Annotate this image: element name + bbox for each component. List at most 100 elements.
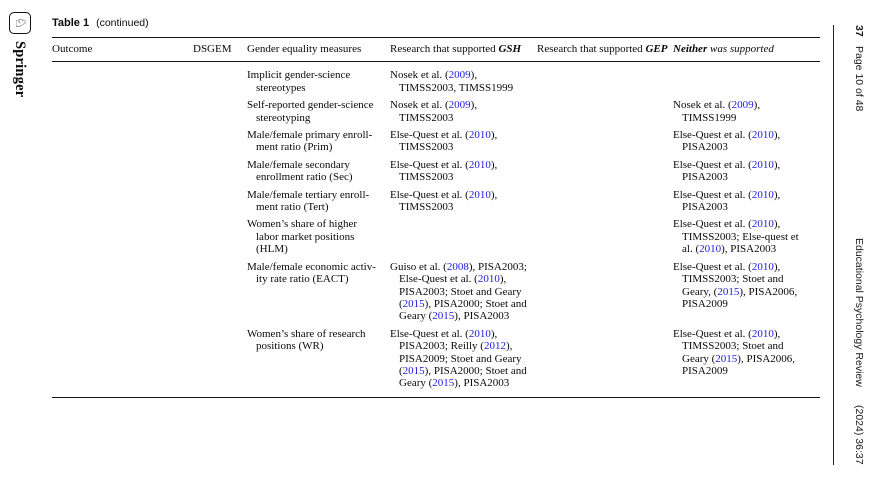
citation-year-link[interactable]: 2010 [468,327,491,340]
column-header-label: DSGEM [193,43,232,55]
citation-year-link[interactable]: 2009 [448,69,471,82]
citation-year-link[interactable]: 2015 [715,352,738,365]
cell-gep [537,62,673,99]
springer-knight-icon: ♘ [9,12,31,34]
cell-gep [537,328,673,398]
cell-gep [537,159,673,189]
citation-year-link[interactable]: 2012 [483,340,506,353]
citation-year-link[interactable]: 2010 [751,158,774,171]
cell-measure: Male/female tertiary enroll­ment ratio (… [247,188,370,214]
cell-neither: Else-Quest et al. (2010), PISA2003 [673,188,781,214]
page-info: Page 10 of 48 [853,45,865,112]
citation-year-link[interactable]: 2010 [751,327,774,340]
cell-measure: Male/female primary enroll­ment ratio (P… [247,129,373,154]
cell-neither: Else-Quest et al. (2010), PISA2003 [673,129,781,154]
column-header-emphasis: Neither [673,43,708,55]
table-row: Women’s share of research positions (WR)… [52,328,820,398]
citation-year-link[interactable]: 2015 [717,285,740,298]
column-header-measures: Gender equality measures [247,37,390,63]
cell-gsh: Nosek et al. (2009), TIMSS2003, TIMSS199… [390,69,514,94]
table-row: Male/female tertiary enroll­ment ratio (… [52,189,820,219]
cell-neither: Else-Quest et al. (2010), TIMSS2003; Sto… [673,327,796,377]
citation-year-link[interactable]: 2010 [751,260,774,273]
table-caption-note: (continued) [96,17,149,29]
column-header-label: Research that supported [390,43,499,55]
cell-outcome [52,159,193,189]
column-header-label: Gender equality measures [247,43,362,55]
citation-year-link[interactable]: 2015 [402,364,425,377]
column-header-emphasis: GSH [498,43,522,55]
column-header-label: Outcome [52,43,93,55]
citation-year-link[interactable]: 2010 [468,129,491,142]
cell-gsh: Nosek et al. (2009), TIMSS2003 [390,99,478,124]
cell-measure: Male/female secondary enrollment ratio (… [247,158,353,184]
cell-outcome [52,261,193,328]
cell-gep [537,261,673,328]
cell-neither: Else-Quest et al. (2010), PISA2003 [673,158,781,184]
citation-year-link[interactable]: 2008 [446,260,469,273]
citation-year-link[interactable]: 2015 [432,310,455,323]
running-header: 37 Page 10 of 48 Educational Psychology … [833,25,870,465]
citation-year-link[interactable]: 2015 [402,297,425,310]
cell-dsgem [193,99,247,129]
volume-issue: (2024) 36:37 [853,405,865,465]
cell-neither: Nosek et al. (2009), TIMSS1999 [673,99,761,124]
table-row: Male/female primary enroll­ment ratio (P… [52,129,820,159]
cell-gsh [390,218,537,260]
table-caption-label: Table 1 [52,17,90,29]
column-header-label: was supported [707,43,774,55]
cell-measure: Implicit gender-science stereotypes [247,69,351,94]
cell-gsh: Else-Quest et al. (2010), TIMSS2003 [390,158,498,184]
table-row: Male/female secondary enrollment ratio (… [52,159,820,189]
column-header-neither: Neither was supported [673,37,820,63]
cell-dsgem [193,261,247,328]
table-row: Women’s share of higher labor market pos… [52,218,820,260]
cell-dsgem [193,189,247,219]
cell-outcome [52,129,193,159]
cell-gsh: Guiso et al. (2008), PISA2003; Else-Ques… [390,260,527,323]
cell-measure: Male/female economic activ­ity rate rati… [247,260,376,286]
cell-dsgem [193,328,247,398]
citation-year-link[interactable]: 2010 [468,158,491,171]
data-table: Outcome DSGEM Gender equality measures R… [52,37,820,398]
table-caption: Table 1 (continued) [52,17,149,29]
cell-outcome [52,62,193,99]
citation-year-link[interactable]: 2010 [699,243,722,256]
citation-year-link[interactable]: 2010 [468,188,491,201]
article-number: 37 [853,25,865,37]
cell-outcome [52,189,193,219]
citation-year-link[interactable]: 2015 [432,377,455,390]
citation-year-link[interactable]: 2010 [751,129,774,142]
cell-gsh: Else-Quest et al. (2010), TIMSS2003 [390,129,498,154]
column-header-outcome: Outcome [52,37,193,63]
citation-year-link[interactable]: 2009 [448,99,471,112]
table-row: Self-reported gender-science stereotypin… [52,99,820,129]
cell-gep [537,99,673,129]
cell-dsgem [193,129,247,159]
publisher-name: Springer [12,41,29,98]
springer-footer: ♘ Springer [9,12,31,97]
running-header-page-group: 37 Page 10 of 48 [843,25,865,111]
journal-title: Educational Psychology Review [853,237,865,387]
cell-gsh: Else-Quest et al. (2010), PISA2003; Reil… [390,327,527,390]
cell-outcome [52,99,193,129]
citation-year-link[interactable]: 2009 [731,99,754,112]
cell-gep [537,189,673,219]
table-row: Implicit gender-science stereotypes Nose… [52,62,820,99]
cell-dsgem [193,159,247,189]
column-header-emphasis: GEP [645,43,668,55]
cell-measure: Women’s share of higher labor market pos… [247,218,357,256]
cell-measure: Women’s share of research positions (WR) [247,327,366,353]
column-header-dsgem: DSGEM [193,37,247,63]
citation-year-link[interactable]: 2010 [477,273,500,286]
cell-outcome [52,218,193,260]
citation-year-link[interactable]: 2010 [751,188,774,201]
cell-gep [537,218,673,260]
column-header-gsh: Research that supported GSH [390,37,537,63]
table-row: Male/female economic activ­ity rate rati… [52,261,820,328]
cell-dsgem [193,62,247,99]
knight-glyph: ♘ [12,16,28,30]
citation-year-link[interactable]: 2010 [751,218,774,231]
cell-gsh: Else-Quest et al. (2010), TIMSS2003 [390,188,498,214]
